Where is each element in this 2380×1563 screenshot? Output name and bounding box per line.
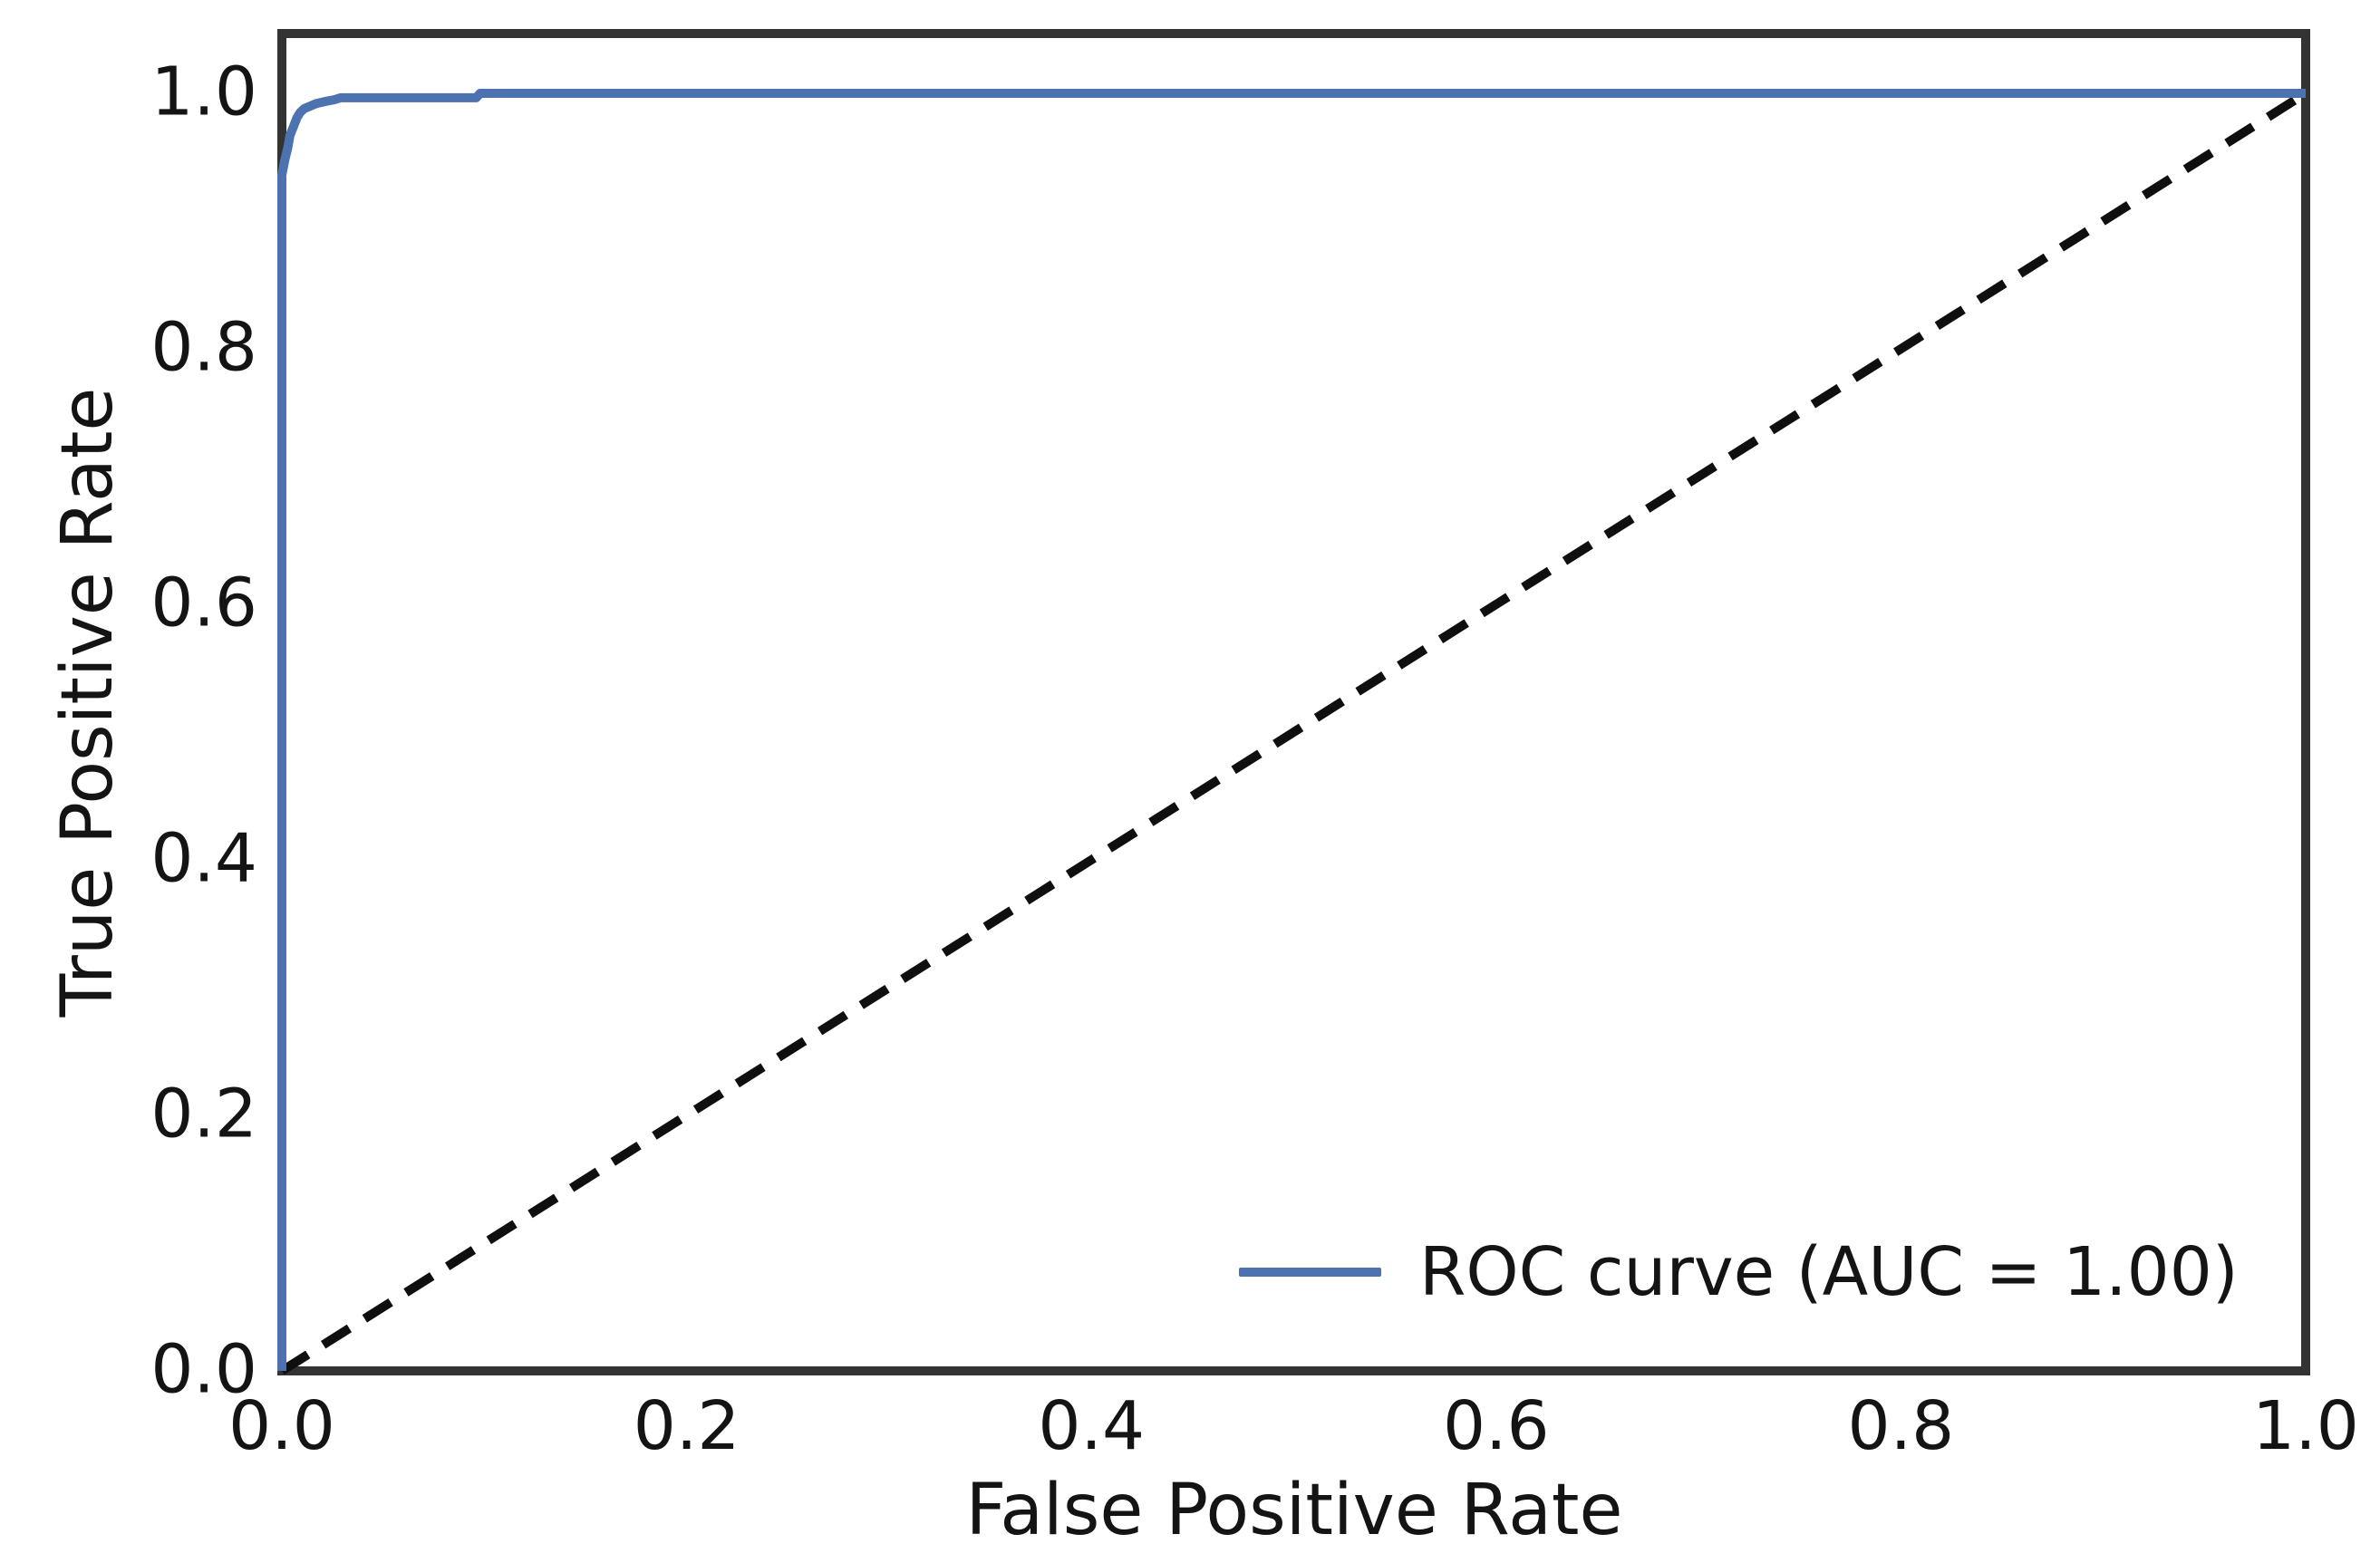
y-tick-label: 1.0 <box>150 53 257 131</box>
x-tick-label: 0.4 <box>1038 1387 1146 1465</box>
y-axis-label: True Positive Rate <box>47 387 129 1018</box>
y-tick-label: 0.0 <box>150 1330 257 1409</box>
x-tick-label: 0.8 <box>1847 1387 1955 1465</box>
y-tick-label: 0.4 <box>150 819 257 898</box>
x-tick-label: 0.2 <box>633 1387 740 1465</box>
y-tick-label: 0.6 <box>150 564 257 642</box>
plot-border <box>277 29 2310 1375</box>
y-tick-label: 0.8 <box>150 308 257 387</box>
legend-label: ROC curve (AUC = 1.00) <box>1419 1233 2239 1311</box>
x-tick-label: 1.0 <box>2252 1387 2359 1465</box>
chance-diagonal-line <box>279 89 2308 1375</box>
y-tick-label: 0.2 <box>150 1075 257 1153</box>
x-tick-label: 0.0 <box>228 1387 335 1465</box>
legend: ROC curve (AUC = 1.00) <box>1239 1239 2239 1306</box>
roc-curve-line <box>277 89 2306 1371</box>
legend-line-swatch <box>1239 1268 1381 1277</box>
x-tick-label: 0.6 <box>1442 1387 1550 1465</box>
x-axis-label: False Positive Rate <box>965 1470 1623 1551</box>
